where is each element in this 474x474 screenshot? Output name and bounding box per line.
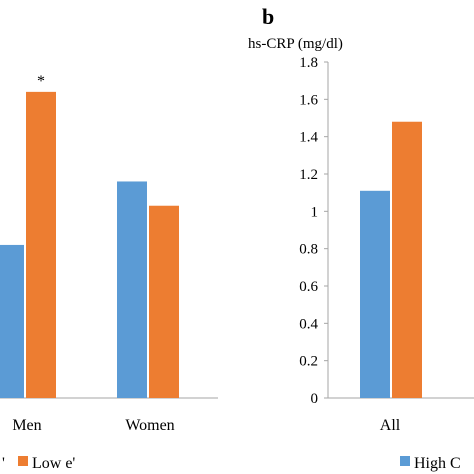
y-tick-label: 1 [311,204,319,220]
y-tick-label: 1.2 [299,167,318,183]
legend-label-high: High C [414,455,461,472]
legend-swatch-high [400,456,410,466]
legend-left-fragment: ' [2,455,5,472]
bar-women-low [149,205,179,398]
x-tick-label: Men [12,417,41,434]
bar-all-low [392,121,422,398]
legend-label-low: Low e' [32,455,75,472]
y-tick-label: 1.6 [299,92,318,108]
panel-a: Men Women * [0,73,218,434]
legend: ' Low e' High C [2,455,461,472]
panel-b: b hs-CRP (mg/dl) 0 0.2 0.4 0.6 0.8 1 1.2 1.4 1.6… [248,4,474,434]
y-tick-label: 1.4 [299,130,318,146]
bar-men-high [0,244,24,398]
y-tick-label: 1.8 [299,55,318,71]
significance-marker: * [37,73,45,90]
panel-b-label: b [262,4,274,29]
bar-all-high [360,190,390,398]
y-tick-label: 0.2 [299,354,318,370]
y-tick-label: 0.6 [299,279,318,295]
y-tick-label: 0.4 [299,316,318,332]
bar-women-high [117,181,147,398]
panel-b-y-axis-label: hs-CRP (mg/dl) [248,36,343,52]
legend-swatch-low [18,456,28,466]
y-tick-label: 0 [311,391,319,407]
x-tick-label: Women [125,417,174,434]
bar-men-low [26,91,56,398]
y-tick-label: 0.8 [299,242,318,258]
x-tick-label: All [380,417,401,434]
